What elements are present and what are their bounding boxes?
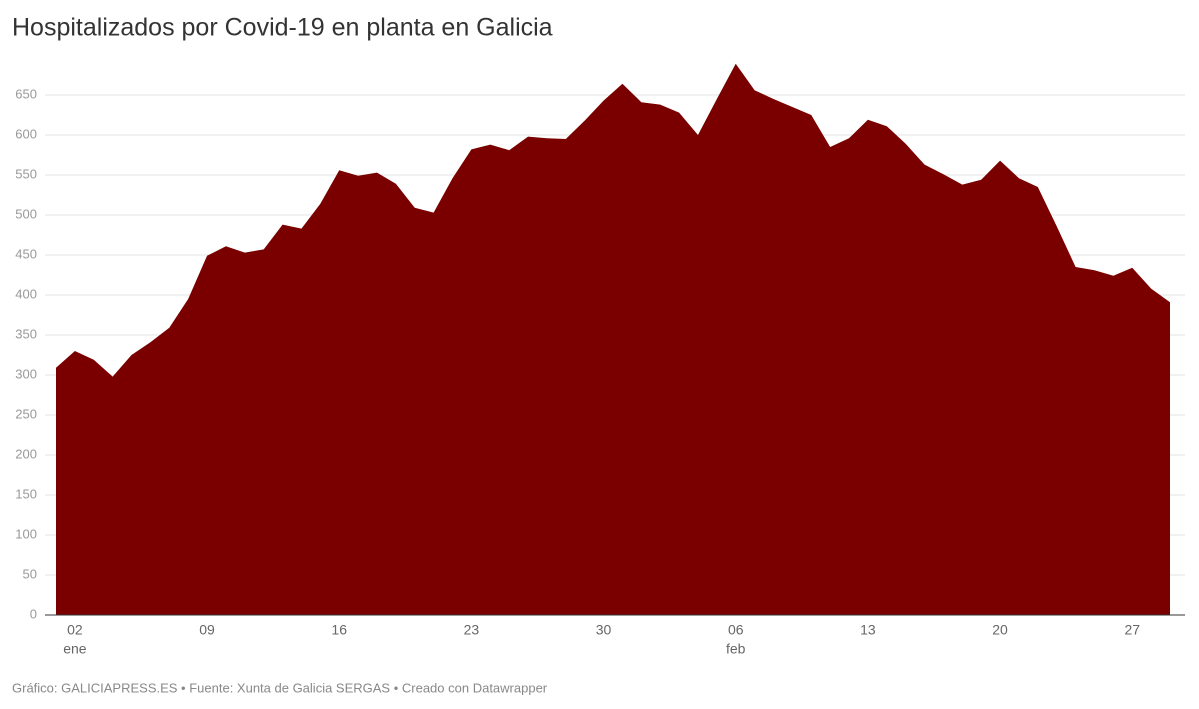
x-month-label: ene <box>63 641 87 657</box>
y-tick-label: 50 <box>23 566 37 581</box>
y-tick-label: 0 <box>30 606 37 621</box>
x-month-label: feb <box>726 641 746 657</box>
x-tick-label: 13 <box>860 622 876 638</box>
y-tick-label: 500 <box>15 206 37 221</box>
y-tick-label: 100 <box>15 526 37 541</box>
x-tick-label: 20 <box>992 622 1008 638</box>
y-tick-label: 200 <box>15 446 37 461</box>
y-tick-label: 600 <box>15 126 37 141</box>
x-tick-label: 02 <box>67 622 83 638</box>
area <box>56 63 1170 616</box>
y-tick-label: 450 <box>15 246 37 261</box>
x-tick-label: 06 <box>728 622 744 638</box>
footer: Gráfico: GALICIAPRESS.ES • Fuente: Xunta… <box>12 680 548 695</box>
x-tick-label: 30 <box>596 622 612 638</box>
x-tick-label: 27 <box>1124 622 1140 638</box>
y-tick-label: 150 <box>15 486 37 501</box>
y-tick-label: 550 <box>15 166 37 181</box>
x-tick-label: 23 <box>464 622 480 638</box>
x-tick-label: 16 <box>331 622 347 638</box>
y-tick-label: 400 <box>15 286 37 301</box>
y-tick-label: 650 <box>15 86 37 101</box>
y-tick-label: 250 <box>15 406 37 421</box>
chart-title: Hospitalizados por Covid-19 en planta en… <box>12 14 553 42</box>
y-tick-label: 350 <box>15 326 37 341</box>
x-tick-label: 09 <box>199 622 215 638</box>
y-tick-label: 300 <box>15 366 37 381</box>
